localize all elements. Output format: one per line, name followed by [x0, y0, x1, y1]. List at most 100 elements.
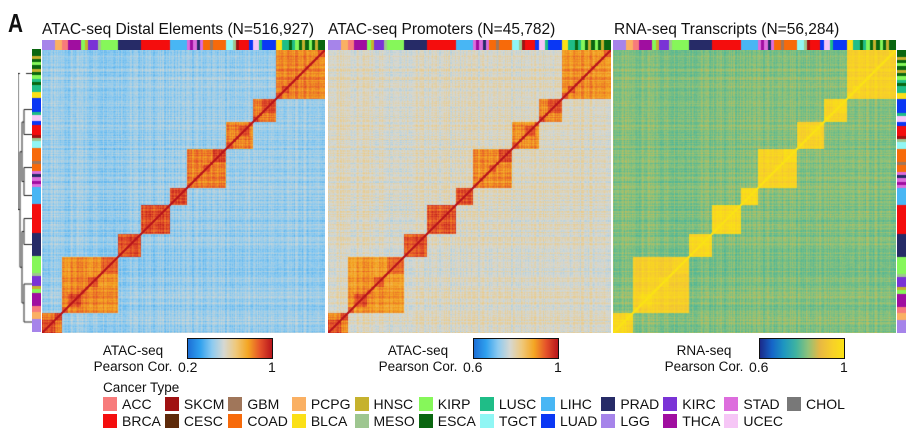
- heatmap-atac-distal: [42, 50, 325, 333]
- legend-swatch: [724, 414, 739, 428]
- legend-item-stad: STAD: [724, 396, 783, 412]
- legend-swatch: [291, 397, 306, 411]
- legend-item-kirp: KIRP: [418, 396, 476, 412]
- top-cancer-type-annotation-atac-promoters: [328, 40, 611, 50]
- legend-label: PCPG: [310, 396, 351, 412]
- legend-swatch: [418, 397, 433, 411]
- legend-title: Cancer Type: [103, 380, 180, 395]
- legend-label: TGCT: [498, 413, 537, 429]
- colorbar-max-tick: 1: [554, 359, 562, 375]
- row-dendrogram: [18, 49, 32, 332]
- legend-item-lihc: LIHC: [540, 396, 597, 412]
- legend-swatch: [354, 397, 369, 411]
- legend-label: STAD: [743, 396, 780, 412]
- legend-swatch: [663, 414, 678, 428]
- left-cancer-type-annotation: [32, 49, 41, 332]
- heatmap-title-atac-promoters: ATAC-seq Promoters (N=45,782): [328, 21, 556, 38]
- legend-item-chol: CHOL: [787, 396, 845, 412]
- legend-label: ACC: [122, 396, 152, 412]
- colorbar-atac-distal: [187, 338, 273, 359]
- legend-label: CESC: [183, 413, 223, 429]
- legend-label: PRAD: [620, 396, 660, 412]
- legend-item-blca: BLCA: [291, 413, 351, 429]
- colorbar-min-tick: 0.6: [749, 359, 769, 375]
- colorbar-label-rna: RNA-seq Pearson Cor.: [660, 343, 748, 375]
- legend-label: GBM: [247, 396, 280, 412]
- heatmap-rna-transcripts: [613, 50, 896, 333]
- legend-label: LIHC: [559, 396, 592, 412]
- legend-swatch: [479, 397, 494, 411]
- legend-label: MESO: [373, 413, 415, 429]
- legend-item-meso: MESO: [354, 413, 415, 429]
- legend-label: KIRP: [437, 396, 471, 412]
- legend-swatch: [663, 397, 678, 411]
- legend-item-hnsc: HNSC: [354, 396, 415, 412]
- cancer-type-legend: ACC BRCA SKCM CESC GBM COAD PCPG BLCA HNSC MESO KI…: [103, 396, 845, 429]
- colorbar-label-line1: ATAC-seq: [102, 343, 164, 358]
- colorbar-label-line1: RNA-seq: [676, 343, 732, 358]
- legend-item-prad: PRAD: [601, 396, 659, 412]
- legend-swatch: [601, 397, 616, 411]
- legend-label: SKCM: [183, 396, 225, 412]
- legend-item-lusc: LUSC: [479, 396, 537, 412]
- legend-label: COAD: [247, 413, 288, 429]
- panel-letter: A: [8, 8, 23, 38]
- top-cancer-type-annotation-rna: [613, 40, 896, 50]
- legend-item-skcm: SKCM: [164, 396, 225, 412]
- legend-swatch: [103, 414, 117, 428]
- colorbar-label-line2: Pearson Cor.: [378, 359, 458, 374]
- legend-swatch: [479, 414, 494, 428]
- legend-label: THCA: [682, 413, 721, 429]
- legend-swatch: [291, 414, 306, 428]
- legend-item-cesc: CESC: [164, 413, 224, 429]
- legend-swatch: [164, 414, 179, 428]
- legend-swatch: [418, 414, 433, 428]
- legend-swatch: [724, 397, 739, 411]
- heatmap-title-rna-transcripts: RNA-seq Transcripts (N=56,284): [614, 21, 840, 38]
- legend-label: CHOL: [806, 396, 845, 412]
- right-cancer-type-annotation: [897, 50, 906, 333]
- colorbar-min-tick: 0.6: [463, 359, 483, 375]
- colorbar-atac-promoters: [473, 338, 559, 359]
- legend-label: HNSC: [373, 396, 414, 412]
- legend-swatch: [540, 414, 555, 428]
- legend-label: KIRC: [682, 396, 716, 412]
- legend-swatch: [540, 397, 555, 411]
- legend-label: LGG: [620, 413, 650, 429]
- colorbar-label-line1: ATAC-seq: [387, 343, 449, 358]
- legend-item-ucec: UCEC: [724, 413, 783, 429]
- heatmap-atac-promoters: [328, 50, 611, 333]
- legend-label: BLCA: [310, 413, 348, 429]
- legend-swatch: [354, 414, 369, 428]
- legend-item-lgg: LGG: [601, 413, 659, 429]
- legend-label: LUSC: [498, 396, 537, 412]
- legend-item-luad: LUAD: [540, 413, 598, 429]
- heatmap-title-atac-distal: ATAC-seq Distal Elements (N=516,927): [42, 21, 315, 38]
- colorbar-label-line2: Pearson Cor.: [664, 359, 744, 374]
- legend-item-brca: BRCA: [103, 413, 161, 429]
- legend-item-coad: COAD: [228, 413, 288, 429]
- legend-item-thca: THCA: [663, 413, 720, 429]
- legend-label: LUAD: [559, 413, 598, 429]
- top-cancer-type-annotation-atac-distal: [42, 40, 325, 50]
- legend-swatch: [787, 397, 802, 411]
- colorbar-label-line2: Pearson Cor.: [93, 359, 173, 374]
- legend-item-kirc: KIRC: [663, 396, 720, 412]
- legend-item-gbm: GBM: [228, 396, 287, 412]
- legend-swatch: [164, 397, 179, 411]
- legend-label: ESCA: [437, 413, 476, 429]
- legend-item-pcpg: PCPG: [291, 396, 351, 412]
- legend-swatch: [601, 414, 616, 428]
- colorbar-max-tick: 1: [840, 359, 848, 375]
- legend-swatch: [228, 414, 243, 428]
- legend-swatch: [228, 397, 243, 411]
- legend-label: BRCA: [122, 413, 161, 429]
- colorbar-label-atac-promoters: ATAC-seq Pearson Cor.: [374, 343, 462, 375]
- colorbar-rna: [759, 338, 845, 359]
- legend-swatch: [103, 397, 117, 411]
- colorbar-min-tick: 0.2: [178, 359, 198, 375]
- legend-item-tgct: TGCT: [479, 413, 537, 429]
- legend-item-acc: ACC: [103, 396, 161, 412]
- colorbar-label-atac-distal: ATAC-seq Pearson Cor.: [89, 343, 177, 375]
- colorbar-max-tick: 1: [268, 359, 276, 375]
